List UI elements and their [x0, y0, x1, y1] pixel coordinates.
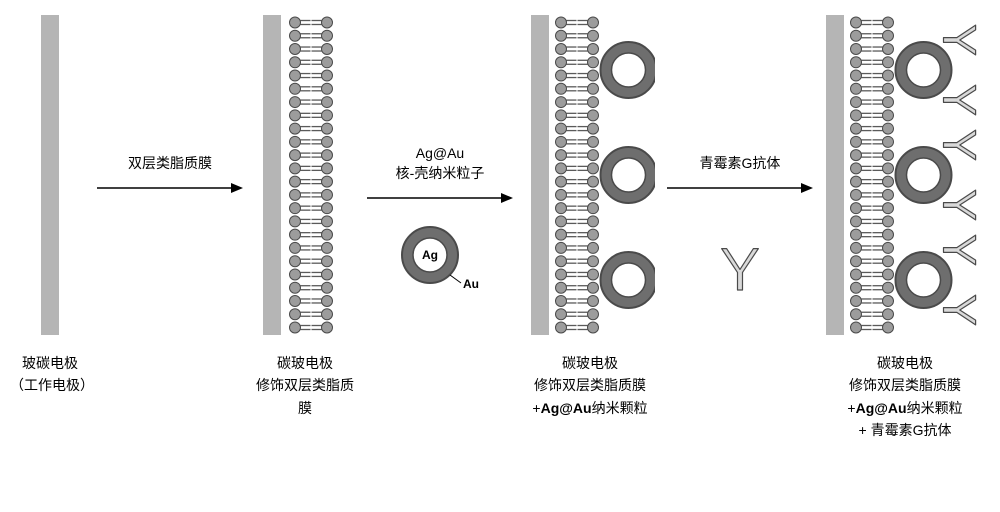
nanoparticle-legend: Ag Au — [395, 220, 485, 300]
s3-cap-l2: 修饰双层类脂质膜 — [534, 377, 646, 393]
s4-cap-l1: 碳玻电极 — [877, 355, 933, 371]
stage-4-diagram — [820, 10, 990, 340]
s4-cap-l2: 修饰双层类脂质膜 — [849, 377, 961, 393]
stage-3: 碳玻电极 修饰双层类脂质膜 +Ag@Au纳米颗粒 — [520, 10, 660, 419]
arrow-3-label: 青霉素G抗体 — [700, 154, 781, 174]
s4-cap-l3b: Ag@Au — [856, 400, 907, 416]
stage-4-caption: 碳玻电极 修饰双层类脂质膜 +Ag@Au纳米颗粒 + 青霉素G抗体 — [847, 352, 962, 442]
stage-4: 碳玻电极 修饰双层类脂质膜 +Ag@Au纳米颗粒 + 青霉素G抗体 — [820, 10, 990, 442]
arrow-2-label: Ag@Au 核-壳纳米粒子 — [396, 144, 485, 183]
antibody-legend — [705, 240, 775, 310]
stage-2: 碳玻电极 修饰双层类脂质膜 — [250, 10, 360, 419]
s4-cap-l3post: 纳米颗粒 — [907, 400, 963, 416]
stage-1-caption: 玻碳电极 （工作电极） — [10, 352, 90, 397]
s1-cap-l1: 玻碳电极 — [22, 355, 78, 371]
stage-1-diagram — [30, 10, 70, 340]
stage-1: 玻碳电极 （工作电极） — [10, 10, 90, 397]
s4-cap-l4: + 青霉素G抗体 — [859, 422, 952, 438]
s2-cap-l1: 碳玻电极 — [277, 355, 333, 371]
arrow-2: Ag@Au 核-壳纳米粒子 Ag Au — [365, 10, 515, 340]
arrow-1-label: 双层类脂质膜 — [128, 154, 212, 174]
s4-cap-l3pre: + — [847, 400, 855, 416]
modification-process-figure: 玻碳电极 （工作电极） 双层类脂质膜 碳玻电极 修饰双层类脂质膜 Ag@Au — [0, 0, 1000, 512]
svg-text:Ag: Ag — [422, 248, 438, 262]
s3-cap-l3pre: + — [532, 400, 540, 416]
arrow-1: 双层类脂质膜 — [95, 10, 245, 340]
s3-cap-l3post: 纳米颗粒 — [592, 400, 648, 416]
s1-cap-l2: （工作电极） — [10, 377, 94, 393]
stage-row: 玻碳电极 （工作电极） 双层类脂质膜 碳玻电极 修饰双层类脂质膜 Ag@Au — [10, 10, 990, 512]
stage-3-diagram — [525, 10, 655, 340]
s3-cap-l1: 碳玻电极 — [562, 355, 618, 371]
stage-2-diagram — [255, 10, 355, 340]
stage-2-caption: 碳玻电极 修饰双层类脂质膜 — [250, 352, 360, 419]
s3-cap-l3b: Ag@Au — [541, 400, 592, 416]
arrow-3: 青霉素G抗体 — [665, 10, 815, 340]
s2-cap-l2: 修饰双层类脂质膜 — [256, 377, 354, 415]
svg-text:Au: Au — [463, 277, 479, 291]
stage-3-caption: 碳玻电极 修饰双层类脂质膜 +Ag@Au纳米颗粒 — [532, 352, 647, 419]
